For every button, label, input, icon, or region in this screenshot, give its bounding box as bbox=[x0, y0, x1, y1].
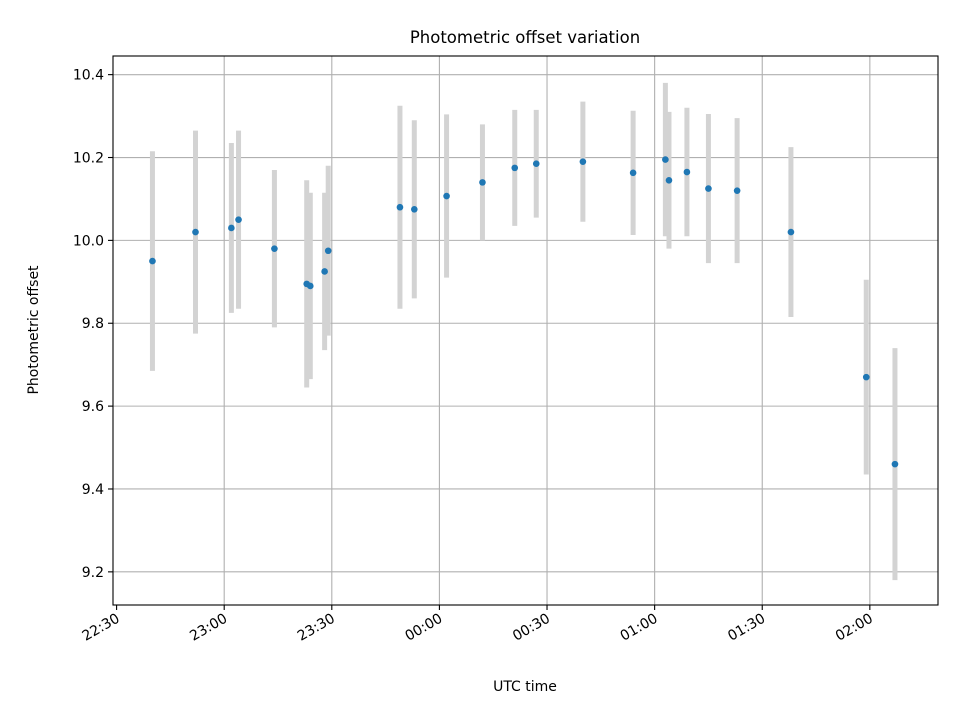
y-tick-label: 9.2 bbox=[82, 565, 104, 581]
data-point bbox=[479, 179, 486, 186]
chart-title: Photometric offset variation bbox=[410, 28, 640, 47]
x-tick-label: 01:00 bbox=[618, 611, 661, 645]
x-tick-label: 23:00 bbox=[187, 611, 230, 645]
y-axis: 9.2 9.4 9.6 9.8 10.0 10.2 10.4 bbox=[73, 68, 113, 581]
x-tick-label: 01:30 bbox=[725, 611, 768, 645]
data-point bbox=[511, 164, 519, 172]
data-point bbox=[235, 216, 242, 223]
y-tick-label: 10.4 bbox=[73, 68, 104, 84]
x-tick-label: 00:30 bbox=[510, 611, 553, 645]
data-points bbox=[149, 156, 899, 468]
plot-frame bbox=[112, 55, 939, 606]
data-point bbox=[149, 257, 156, 265]
y-tick-label: 10.0 bbox=[73, 233, 104, 249]
y-tick-label: 9.8 bbox=[82, 316, 104, 332]
x-tick-label: 23:30 bbox=[295, 611, 338, 645]
data-point bbox=[324, 247, 332, 255]
x-tick-label: 00:00 bbox=[402, 611, 445, 645]
data-point bbox=[862, 373, 870, 381]
y-tick-label: 9.4 bbox=[82, 482, 104, 498]
data-point bbox=[683, 168, 691, 176]
data-point bbox=[705, 185, 712, 192]
x-tick-label: 22:30 bbox=[80, 611, 123, 645]
data-point bbox=[665, 177, 673, 184]
x-tick-label: 02:00 bbox=[833, 611, 876, 645]
data-point bbox=[396, 203, 404, 211]
data-point bbox=[228, 224, 235, 232]
data-point bbox=[891, 460, 899, 468]
data-point bbox=[787, 228, 795, 236]
data-point bbox=[411, 206, 418, 213]
y-tick-label: 10.2 bbox=[73, 151, 104, 167]
data-point bbox=[192, 228, 199, 236]
data-point bbox=[629, 169, 637, 177]
data-point bbox=[579, 158, 587, 165]
grid bbox=[113, 56, 938, 605]
data-point bbox=[306, 282, 314, 290]
data-point bbox=[443, 192, 450, 200]
y-tick-label: 9.6 bbox=[82, 399, 104, 415]
data-point bbox=[532, 160, 540, 168]
data-point bbox=[321, 268, 328, 275]
x-axis-label: UTC time bbox=[493, 679, 557, 695]
data-point bbox=[733, 187, 741, 194]
data-point bbox=[662, 156, 669, 163]
x-axis: 22:30 23:00 23:30 00:00 00:30 01:00 01:30 02:00 bbox=[80, 605, 876, 645]
y-axis-label: Photometric offset bbox=[26, 265, 42, 395]
data-point bbox=[271, 245, 278, 252]
